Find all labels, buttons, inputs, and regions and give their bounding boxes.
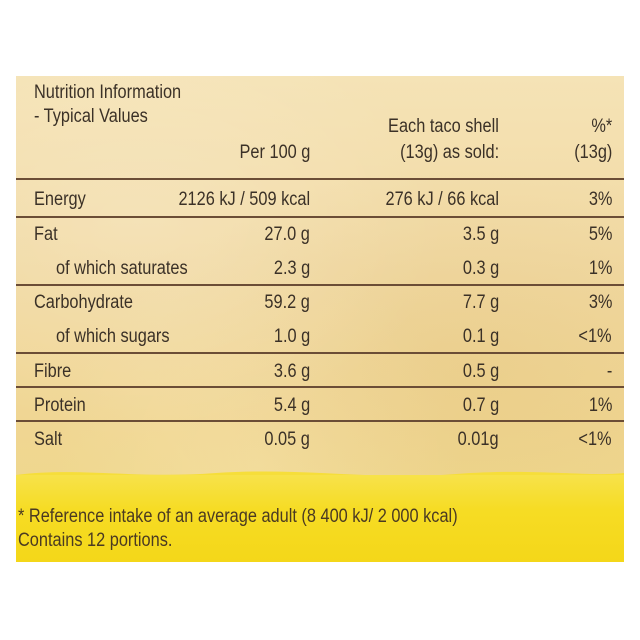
carbohydrate-per-shell: 7.7 g — [462, 292, 499, 313]
row-label-salt: Salt — [34, 429, 63, 450]
fat-percent: 5% — [588, 224, 612, 245]
fibre-per-100g: 3.6 g — [273, 361, 310, 382]
energy-percent: 3% — [588, 189, 612, 210]
column-header-taco-shell: Each taco shell — [388, 116, 499, 137]
column-header-taco-shell-size: (13g) as sold: — [399, 142, 499, 163]
row-label-carbohydrate: Carbohydrate — [34, 292, 134, 313]
yellow-band — [16, 475, 624, 562]
portions-note: Contains 12 portions. — [18, 530, 173, 551]
saturates-per-100g: 2.3 g — [273, 258, 310, 279]
row-label-fibre: Fibre — [34, 361, 72, 382]
divider-carbohydrate — [16, 352, 624, 354]
row-label-sugars: of which sugars — [56, 326, 170, 347]
row-label-fat: Fat — [34, 224, 58, 245]
table-subtitle: - Typical Values — [34, 106, 148, 127]
divider-energy — [16, 216, 624, 218]
row-label-energy: Energy — [34, 189, 86, 210]
fat-per-100g: 27.0 g — [264, 224, 310, 245]
fibre-percent: - — [606, 361, 612, 382]
fat-per-shell: 3.5 g — [462, 224, 499, 245]
divider-protein — [16, 420, 624, 422]
energy-per-shell: 276 kJ / 66 kcal — [385, 189, 499, 210]
sugars-per-100g: 1.0 g — [273, 326, 310, 347]
sugars-per-shell: 0.1 g — [462, 326, 499, 347]
protein-per-shell: 0.7 g — [462, 395, 499, 416]
salt-percent: <1% — [578, 429, 612, 450]
column-header-percent: %* — [591, 116, 612, 137]
divider-header — [16, 178, 624, 180]
divider-fibre — [16, 386, 624, 388]
table-title: Nutrition Information — [34, 82, 182, 103]
carbohydrate-percent: 3% — [588, 292, 612, 313]
protein-per-100g: 5.4 g — [273, 395, 310, 416]
saturates-per-shell: 0.3 g — [462, 258, 499, 279]
salt-per-100g: 0.05 g — [264, 429, 310, 450]
row-label-protein: Protein — [34, 395, 86, 416]
nutrition-label-panel: Nutrition Information - Typical Values P… — [16, 76, 624, 562]
column-header-percent-size: (13g) — [573, 142, 612, 163]
column-header-per-100g: Per 100 g — [239, 142, 310, 163]
divider-fat — [16, 284, 624, 286]
sugars-percent: <1% — [578, 326, 612, 347]
protein-percent: 1% — [588, 395, 612, 416]
fibre-per-shell: 0.5 g — [462, 361, 499, 382]
saturates-percent: 1% — [588, 258, 612, 279]
carbohydrate-per-100g: 59.2 g — [264, 292, 310, 313]
row-label-saturates: of which saturates — [56, 258, 188, 279]
energy-per-100g: 2126 kJ / 509 kcal — [178, 189, 310, 210]
salt-per-shell: 0.01g — [458, 429, 499, 450]
reference-intake-note: * Reference intake of an average adult (… — [18, 506, 458, 527]
